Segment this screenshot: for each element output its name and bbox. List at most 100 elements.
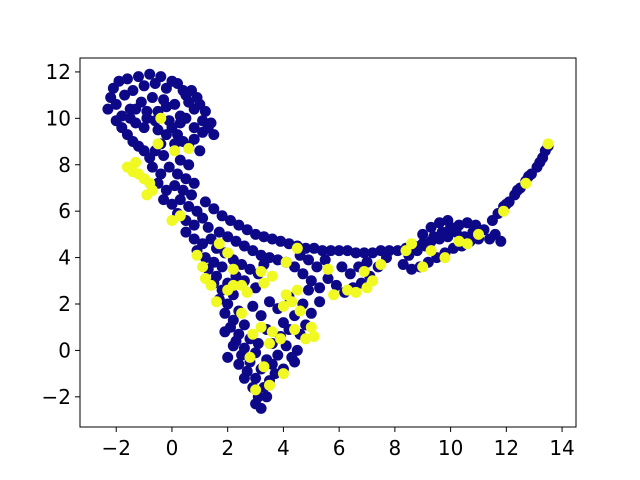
y-tick-label: 8 [58,153,71,177]
scatter-point-s0-214 [322,273,334,284]
scatter-point-s1-32 [266,326,278,338]
scatter-point-s0-16 [146,92,158,103]
scatter-point-s0-79 [177,184,189,196]
scatter-point-s1-39 [308,331,320,342]
scatter-point-s1-41 [244,351,256,363]
scatter-point-s0-89 [197,212,209,224]
scatter-point-s1-35 [247,328,259,340]
scatter-point-s0-252 [434,217,445,229]
scatter-point-s0-164 [233,219,245,231]
scatter-point-s0-75 [188,177,200,189]
scatter-point-s1-57 [406,238,418,250]
scatter-point-s1-30 [277,300,289,312]
scatter-point-s0-192 [222,231,234,243]
scatter-point-s0-194 [238,240,250,252]
scatter-point-s0-68 [174,154,186,166]
scatter-point-s0-154 [233,358,245,370]
scatter-point-s1-47 [227,279,239,291]
x-tick-label: −2 [101,436,130,460]
scatter-point-s1-61 [453,235,465,247]
plot-frame [79,57,577,428]
scatter-point-s0-126 [261,391,273,403]
scatter-point-s0-161 [208,203,220,215]
scatter-point-s0-95 [199,252,211,264]
scatter-point-s0-225 [344,268,356,280]
scatter-point-s0-149 [303,284,314,296]
scatter-point-s0-179 [358,247,370,259]
scatter-point-s1-28 [286,296,298,308]
scatter-point-s0-39 [208,129,220,141]
scatter-point-s0-37 [197,126,209,138]
scatter-point-s0-223 [319,254,331,266]
scatter-point-s0-141 [255,310,267,322]
scatter-point-s0-153 [238,372,250,384]
scatter-point-s0-91 [188,233,200,245]
scatter-point-s0-254 [450,226,462,238]
x-tick-label: 4 [277,436,290,460]
scatter-point-s1-42 [258,361,270,373]
scatter-point-s0-63 [180,112,192,124]
scatter-point-s0-244 [436,226,448,238]
scatter-point-s0-160 [199,196,211,208]
scatter-point-s0-203 [236,259,248,270]
scatter-point-s1-34 [255,321,267,333]
x-tick-label: 12 [494,436,519,460]
scatter-point-s0-129 [272,349,284,361]
scatter-point-s1-46 [236,307,248,319]
scatter-point-s0-167 [258,231,270,243]
scatter-point-s1-67 [291,242,303,254]
scatter-point-s1-13 [174,210,186,222]
scatter-point-s0-177 [342,245,353,257]
scatter-point-s0-9 [127,85,139,96]
scatter-point-s0-69 [183,159,195,171]
scatter-point-s0-73 [172,168,183,180]
x-tick-label: 10 [438,436,463,460]
points-layer [102,68,554,414]
scatter-point-s0-60 [124,112,136,124]
scatter-point-s0-77 [160,184,172,196]
scatter-point-s0-72 [163,161,175,173]
scatter-point-s0-125 [255,402,267,414]
scatter-point-s0-227 [361,256,373,268]
scatter-point-s0-74 [180,173,192,185]
y-axis: −2 0 2 4 6 8 10 12 [42,60,80,409]
scatter-point-s1-38 [305,321,317,333]
scatter-point-s0-62 [141,105,153,117]
scatter-point-s1-12 [166,215,178,226]
scatter-point-s0-150 [252,338,264,349]
scatter-point-s0-193 [230,235,242,247]
scatter-point-s1-54 [358,266,370,277]
scatter-point-s0-196 [255,249,267,261]
scatter-point-s0-251 [425,221,437,233]
scatter-point-s0-80 [186,189,197,201]
scatter-point-s0-24 [169,98,181,110]
scatter-point-s1-58 [417,261,429,273]
y-tick-label: 12 [46,60,71,84]
scatter-point-s0-210 [289,261,301,273]
scatter-point-s1-45 [264,379,275,391]
scatter-point-s0-19 [155,71,167,83]
scatter-point-s0-211 [297,268,309,280]
scatter-point-s0-58 [160,101,172,113]
scatter-point-s1-9 [169,145,181,157]
scatter-point-s1-17 [211,296,222,308]
scatter-point-s0-152 [269,368,281,380]
scatter-point-s0-163 [225,215,236,226]
scatter-point-s0-6 [119,89,131,101]
scatter-point-s0-70 [146,161,158,173]
y-tick-label: 4 [58,246,71,270]
x-axis: −2 0 2 4 6 8 10 12 14 [101,427,575,460]
y-tick-label: 10 [46,106,71,130]
scatter-point-s0-55 [194,145,206,157]
scatter-point-s0-65 [152,124,164,136]
scatter-point-s0-0 [102,103,114,115]
scatter-point-s0-71 [155,168,167,180]
y-tick-label: 2 [58,292,71,316]
scatter-point-s0-82 [166,198,178,210]
scatter-point-s0-231 [406,263,418,275]
scatter-point-s0-90 [180,226,192,238]
x-tick-label: 6 [333,436,346,460]
scatter-point-s0-229 [303,254,314,266]
scatter-point-s1-55 [375,259,387,270]
scatter-point-s0-174 [316,245,328,257]
